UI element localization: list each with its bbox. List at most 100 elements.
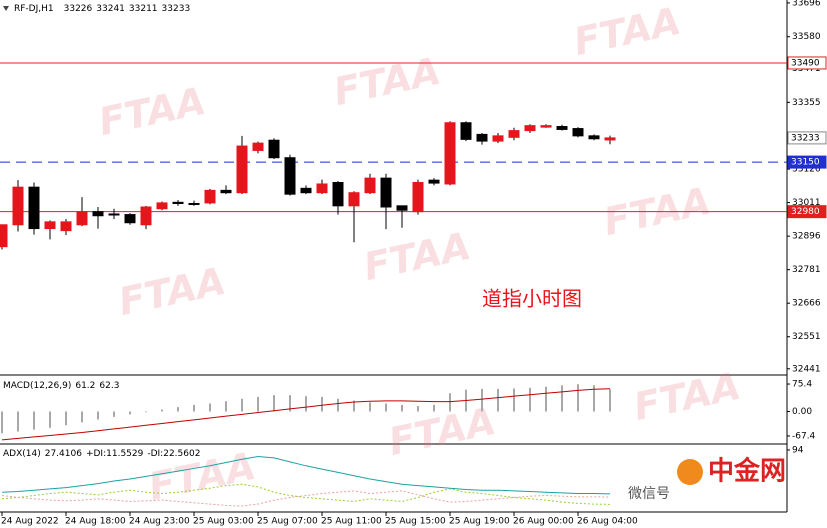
macd-bar: [305, 396, 307, 412]
logo-mark: [677, 459, 703, 485]
candle-body: [396, 205, 408, 211]
x-tick-label: 25 Aug 11:00: [321, 517, 382, 527]
symbol-icon: [3, 6, 9, 11]
macd-bar: [17, 411, 19, 432]
macd-bar: [561, 385, 563, 412]
candle-body: [140, 206, 152, 226]
level-box: [787, 205, 827, 219]
candle-body: [76, 211, 88, 226]
candle-body: [108, 213, 120, 216]
candle-body: [284, 157, 296, 195]
level-label: 33490: [791, 58, 820, 68]
candle-body: [28, 186, 40, 230]
indicator-value: 11.5529: [106, 449, 143, 459]
candle-body: [380, 177, 392, 208]
macd-bar: [113, 411, 115, 417]
candle-body: [348, 192, 360, 207]
y-tick-label: 94: [792, 445, 804, 455]
candle-body: [476, 133, 488, 142]
candle-body: [412, 182, 424, 213]
indicator-value: 22.5602: [163, 449, 200, 459]
indicator-header: ADX(14) 27.4106 +DI:11.5529 -DI:22.5602: [3, 449, 200, 459]
indicator-value: 62.3: [99, 381, 119, 391]
candle-body: [508, 130, 520, 138]
candle-body: [540, 125, 552, 128]
candle-body: [300, 187, 312, 194]
macd-bar: [177, 407, 179, 412]
indicator-line: [1, 456, 611, 495]
macd-bar: [65, 411, 67, 426]
logo: 中金网: [708, 456, 786, 487]
x-tick-label: 25 Aug 19:00: [449, 517, 510, 527]
macd-bar: [449, 393, 451, 412]
ohlc-value: 33233: [162, 4, 191, 14]
y-tick-label: 33696: [792, 0, 821, 8]
x-tick-label: 24 Aug 18:00: [65, 517, 126, 527]
x-tick-label: 24 Aug 2022: [1, 517, 59, 527]
y-tick-label: 32896: [792, 232, 821, 242]
macd-bar: [49, 411, 51, 428]
last-price-box: [787, 131, 827, 145]
candle-body: [428, 179, 440, 184]
indicator-name: ADX(14): [3, 449, 41, 459]
candle-body: [364, 177, 376, 194]
macd-bar: [241, 398, 243, 412]
y-tick-label: 0.00: [792, 407, 812, 417]
macd-bar: [513, 388, 515, 412]
macd-bar: [289, 395, 291, 412]
y-tick-label: 32781: [792, 265, 821, 275]
indicator-line: [1, 388, 611, 441]
macd-bar: [593, 385, 595, 412]
y-tick-label: 32441: [792, 364, 821, 374]
macd-bar: [433, 404, 435, 412]
y-tick-label: 33355: [792, 98, 821, 108]
macd-bar: [225, 401, 227, 412]
y-tick-label: -67.4: [792, 431, 816, 441]
indicator-value: 27.4106: [45, 449, 82, 459]
level-box: [787, 56, 827, 70]
x-tick-label: 24 Aug 23:00: [129, 517, 190, 527]
candle-body: [188, 202, 200, 205]
y-tick-label: 32551: [792, 332, 821, 342]
macd-bar: [321, 396, 323, 412]
macd-bar: [337, 398, 339, 412]
x-tick-label: 26 Aug 00:00: [513, 517, 574, 527]
candle-body: [44, 221, 56, 230]
macd-bar: [33, 411, 35, 430]
level-box: [787, 155, 827, 169]
y-tick-label: 75.4: [792, 380, 812, 390]
ohlc-value: 33241: [96, 4, 125, 14]
macd-bar: [369, 402, 371, 412]
macd-bar: [209, 403, 211, 412]
y-tick-label: 33126: [792, 165, 821, 175]
candle-body: [252, 142, 264, 151]
macd-bar: [481, 388, 483, 412]
chart-header: RF-DJ,H1 33226 33241 33211 33233: [14, 4, 190, 14]
candle-body: [332, 182, 344, 207]
x-tick-label: 25 Aug 07:00: [257, 517, 318, 527]
candle-body: [172, 201, 184, 204]
indicator-line: [1, 490, 611, 507]
macd-bar: [193, 404, 195, 412]
candle-body: [204, 189, 216, 204]
macd-bar: [1, 411, 3, 434]
macd-bar: [97, 411, 99, 420]
level-label: 32980: [791, 207, 820, 217]
x-tick-label: 26 Aug 04:00: [577, 517, 638, 527]
ohlc-value: 33226: [64, 4, 93, 14]
macd-bar: [129, 411, 131, 415]
x-tick-label: 25 Aug 15:00: [385, 517, 446, 527]
candle-body: [572, 128, 584, 137]
y-tick-label: 33580: [792, 32, 821, 42]
indicator-value: 61.2: [75, 381, 95, 391]
macd-bar: [353, 400, 355, 412]
ohlc-value: 33211: [129, 4, 158, 14]
candle-body: [12, 186, 24, 226]
candle-body: [60, 221, 72, 232]
candle-body: [316, 183, 328, 194]
wechat-label: 微信号: [628, 486, 670, 502]
level-label: 33150: [791, 158, 820, 168]
candle-body: [444, 122, 456, 185]
